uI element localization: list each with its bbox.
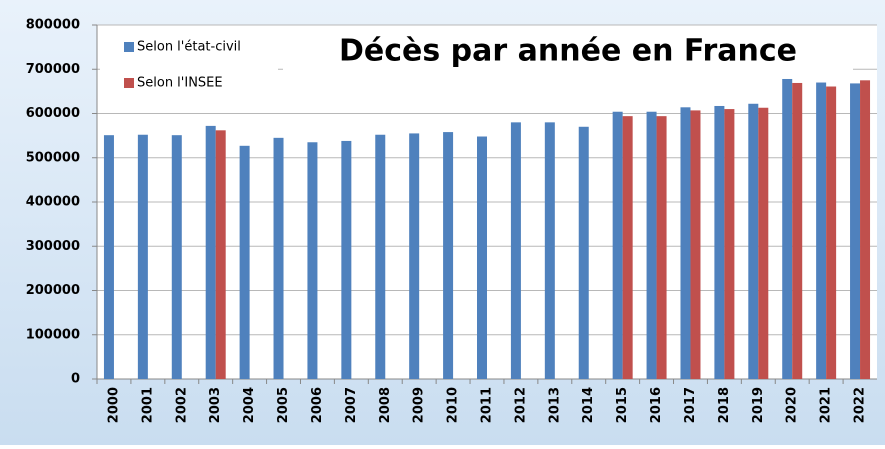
x-tick-label: 2015: [615, 387, 630, 423]
title-box: [283, 27, 853, 71]
legend-label: Selon l'INSEE: [137, 76, 223, 91]
bar: [680, 107, 691, 380]
y-tick-label: 800000: [26, 18, 80, 33]
bar: [205, 125, 216, 379]
x-tick-label: 2003: [208, 387, 223, 423]
x-tick-label: 2020: [785, 387, 800, 423]
y-tick-label: 100000: [26, 327, 80, 342]
x-tick-label: 2005: [276, 387, 291, 423]
x-tick-label: 2007: [344, 387, 359, 423]
x-tick-label: 2016: [649, 387, 664, 423]
y-tick-label: 500000: [26, 150, 80, 165]
x-tick-label: 2019: [751, 387, 766, 423]
y-tick-label: 700000: [26, 62, 80, 77]
x-tick-label: 2021: [819, 387, 834, 423]
x-tick-label: 2002: [174, 387, 189, 423]
bar: [273, 137, 284, 379]
bar: [544, 122, 555, 379]
x-tick-label: 2006: [310, 387, 325, 423]
x-tick-label: 2013: [547, 387, 562, 423]
x-tick-label: 2018: [717, 387, 732, 423]
bar: [860, 80, 871, 379]
bar: [510, 122, 521, 379]
bar: [792, 82, 803, 379]
bar: [215, 130, 226, 379]
x-tick-label: 2022: [853, 387, 868, 423]
x-tick-label: 2008: [378, 387, 393, 423]
bar: [646, 111, 657, 379]
bar: [578, 126, 589, 380]
legend-box: [100, 30, 278, 100]
bar: [239, 145, 250, 379]
bar: [409, 133, 420, 379]
bar: [307, 142, 318, 379]
x-tick-label: 2017: [683, 387, 698, 423]
bar: [477, 136, 487, 379]
legend-label: Selon l'état-civil: [137, 40, 241, 55]
bar: [782, 78, 793, 380]
x-tick-label: 2009: [412, 387, 427, 423]
y-tick-label: 400000: [26, 195, 80, 210]
legend-swatch: [124, 78, 134, 88]
bar: [103, 135, 114, 379]
y-tick-label: 0: [71, 372, 80, 387]
x-tick-label: 2011: [480, 387, 495, 423]
y-tick-label: 300000: [26, 239, 80, 254]
bar: [850, 83, 861, 379]
bar: [714, 105, 725, 379]
x-tick-label: 2014: [581, 387, 596, 423]
bar: [758, 107, 769, 379]
x-tick-label: 2010: [446, 387, 461, 423]
legend-swatch: [124, 42, 134, 52]
bar: [656, 116, 667, 379]
bar: [171, 135, 182, 379]
y-tick-label: 200000: [26, 283, 80, 298]
x-tick-label: 2012: [513, 387, 528, 423]
x-tick-label: 2001: [140, 387, 155, 423]
bar: [826, 86, 837, 379]
bar: [724, 109, 735, 379]
bar: [612, 111, 623, 379]
bar: [690, 110, 701, 379]
bar: [137, 134, 148, 379]
y-tick-label: 600000: [26, 106, 80, 121]
bar: [375, 134, 386, 379]
x-tick-label: 2000: [106, 387, 121, 423]
bar: [748, 103, 759, 379]
bar: [443, 132, 454, 379]
x-tick-label: 2004: [242, 387, 257, 423]
bar: [816, 82, 827, 380]
chart-title: Décès par année en France: [339, 34, 797, 69]
bar: [622, 116, 633, 379]
bar: [341, 140, 352, 379]
